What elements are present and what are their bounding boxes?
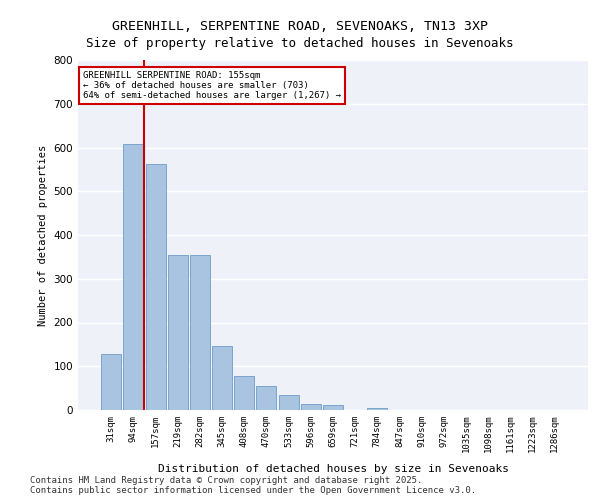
Bar [190,254,210,410]
Bar [278,395,299,410]
Bar [367,408,388,410]
X-axis label: Distribution of detached houses by size in Sevenoaks: Distribution of detached houses by size … [157,464,509,473]
Bar [256,386,277,410]
Bar [323,405,343,410]
Bar [212,346,232,410]
Y-axis label: Number of detached properties: Number of detached properties [38,144,48,326]
Text: GREENHILL SERPENTINE ROAD: 155sqm
← 36% of detached houses are smaller (703)
64%: GREENHILL SERPENTINE ROAD: 155sqm ← 36% … [83,70,341,101]
Bar [168,254,188,410]
Bar [101,354,121,410]
Bar [234,376,254,410]
Text: GREENHILL, SERPENTINE ROAD, SEVENOAKS, TN13 3XP: GREENHILL, SERPENTINE ROAD, SEVENOAKS, T… [112,20,488,33]
Bar [146,164,166,410]
Text: Contains HM Land Registry data © Crown copyright and database right 2025.
Contai: Contains HM Land Registry data © Crown c… [30,476,476,495]
Text: Size of property relative to detached houses in Sevenoaks: Size of property relative to detached ho… [86,38,514,51]
Bar [124,144,143,410]
Bar [301,404,321,410]
